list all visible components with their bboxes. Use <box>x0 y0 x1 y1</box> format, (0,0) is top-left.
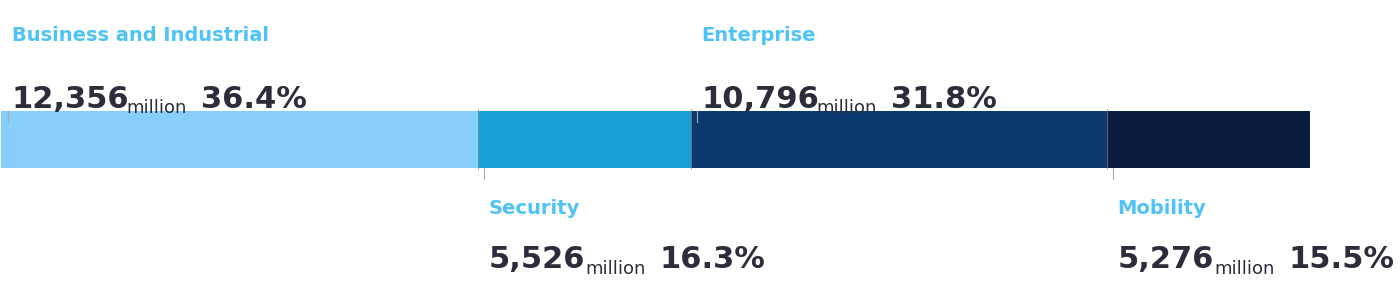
Text: 31.8%: 31.8% <box>890 85 997 114</box>
Text: 10,796: 10,796 <box>701 85 819 114</box>
Text: million: million <box>126 99 188 117</box>
Text: 36.4%: 36.4% <box>202 85 307 114</box>
Text: 5,526: 5,526 <box>489 245 585 274</box>
Bar <box>477 110 690 168</box>
Bar <box>690 110 1107 168</box>
Text: Security: Security <box>489 199 580 218</box>
Bar <box>1 110 477 168</box>
Text: Business and Industrial: Business and Industrial <box>11 26 269 45</box>
Bar <box>1107 110 1310 168</box>
Text: 15.5%: 15.5% <box>1289 245 1394 274</box>
Text: Mobility: Mobility <box>1117 199 1207 218</box>
Text: 16.3%: 16.3% <box>659 245 766 274</box>
Text: million: million <box>585 260 645 278</box>
Text: million: million <box>816 99 876 117</box>
Text: 12,356: 12,356 <box>11 85 129 114</box>
Text: Enterprise: Enterprise <box>701 26 816 45</box>
Text: 5,276: 5,276 <box>1117 245 1214 274</box>
Text: million: million <box>1214 260 1275 278</box>
